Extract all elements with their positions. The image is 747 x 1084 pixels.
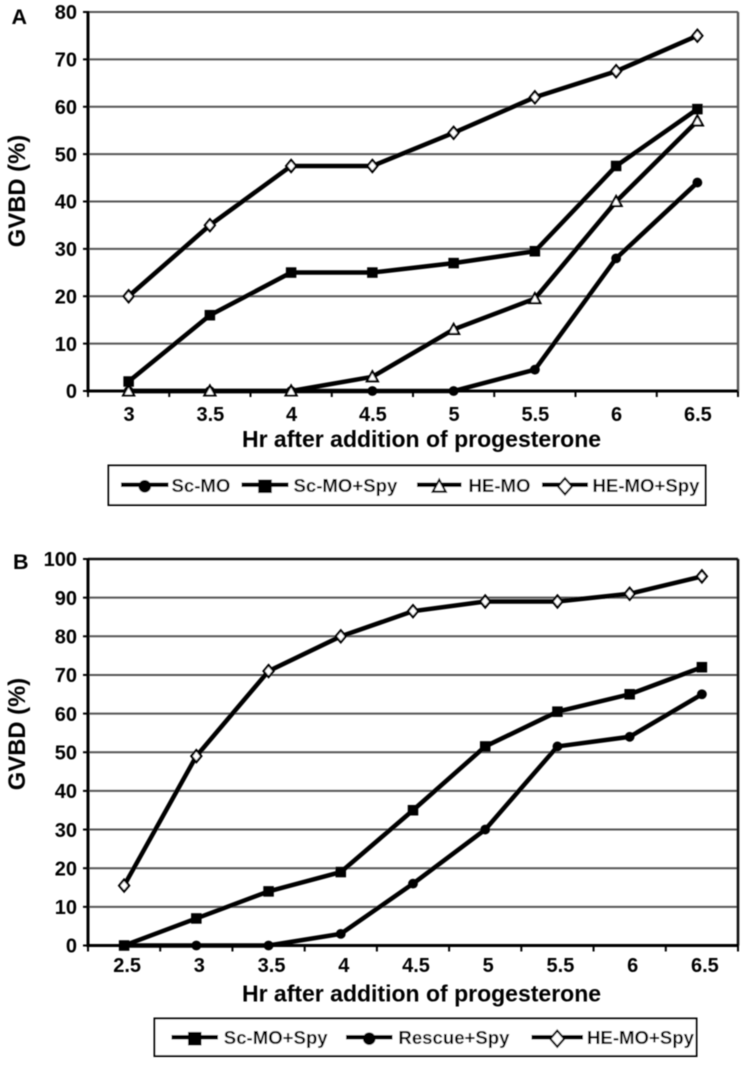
svg-text:4: 4 <box>338 955 350 977</box>
svg-text:HE-MO: HE-MO <box>469 475 531 496</box>
svg-text:0: 0 <box>66 936 77 958</box>
svg-text:20: 20 <box>55 286 77 308</box>
svg-text:10: 10 <box>55 897 77 919</box>
svg-text:100: 100 <box>44 549 77 571</box>
svg-text:HE-MO+Spy: HE-MO+Spy <box>593 475 701 496</box>
svg-text:Sc-MO+Spy: Sc-MO+Spy <box>294 475 399 496</box>
svg-text:6.5: 6.5 <box>684 404 712 426</box>
svg-text:GVBD (%): GVBD (%) <box>4 678 31 790</box>
svg-text:5.5: 5.5 <box>521 404 549 426</box>
svg-text:60: 60 <box>55 704 77 726</box>
svg-text:HE-MO+Spy: HE-MO+Spy <box>587 1027 695 1048</box>
svg-text:Hr after addition of progester: Hr after addition of progesterone <box>242 426 601 452</box>
svg-text:70: 70 <box>55 50 77 72</box>
svg-text:3.5: 3.5 <box>258 955 286 977</box>
svg-text:5.5: 5.5 <box>547 955 575 977</box>
svg-text:Sc-MO+Spy: Sc-MO+Spy <box>224 1027 329 1048</box>
svg-text:50: 50 <box>55 144 77 166</box>
svg-text:30: 30 <box>55 239 77 261</box>
svg-text:GVBD (%): GVBD (%) <box>4 135 31 247</box>
svg-text:4.5: 4.5 <box>402 955 430 977</box>
svg-text:5: 5 <box>483 955 494 977</box>
svg-text:80: 80 <box>55 627 77 649</box>
svg-text:70: 70 <box>55 665 77 687</box>
svg-text:Rescue+Spy: Rescue+Spy <box>398 1027 510 1048</box>
svg-text:Hr after addition of progester: Hr after addition of progesterone <box>242 981 601 1007</box>
svg-text:3.5: 3.5 <box>196 404 224 426</box>
svg-text:50: 50 <box>55 742 77 764</box>
svg-text:6: 6 <box>627 955 638 977</box>
svg-text:2.5: 2.5 <box>113 955 141 977</box>
svg-text:20: 20 <box>55 858 77 880</box>
svg-text:3: 3 <box>194 955 205 977</box>
svg-text:60: 60 <box>55 97 77 119</box>
svg-text:6.5: 6.5 <box>691 955 719 977</box>
svg-text:5: 5 <box>449 404 460 426</box>
svg-text:80: 80 <box>55 2 77 24</box>
svg-text:B: B <box>13 550 29 574</box>
svg-text:3: 3 <box>124 404 135 426</box>
svg-text:4: 4 <box>286 404 298 426</box>
svg-text:40: 40 <box>55 781 77 803</box>
svg-text:10: 10 <box>55 334 77 356</box>
svg-text:40: 40 <box>55 192 77 214</box>
svg-text:90: 90 <box>55 588 77 610</box>
svg-text:4.5: 4.5 <box>359 404 387 426</box>
svg-text:A: A <box>12 5 28 29</box>
svg-text:Sc-MO: Sc-MO <box>172 475 231 496</box>
svg-text:6: 6 <box>611 404 622 426</box>
svg-text:30: 30 <box>55 820 77 842</box>
svg-text:0: 0 <box>66 381 77 403</box>
